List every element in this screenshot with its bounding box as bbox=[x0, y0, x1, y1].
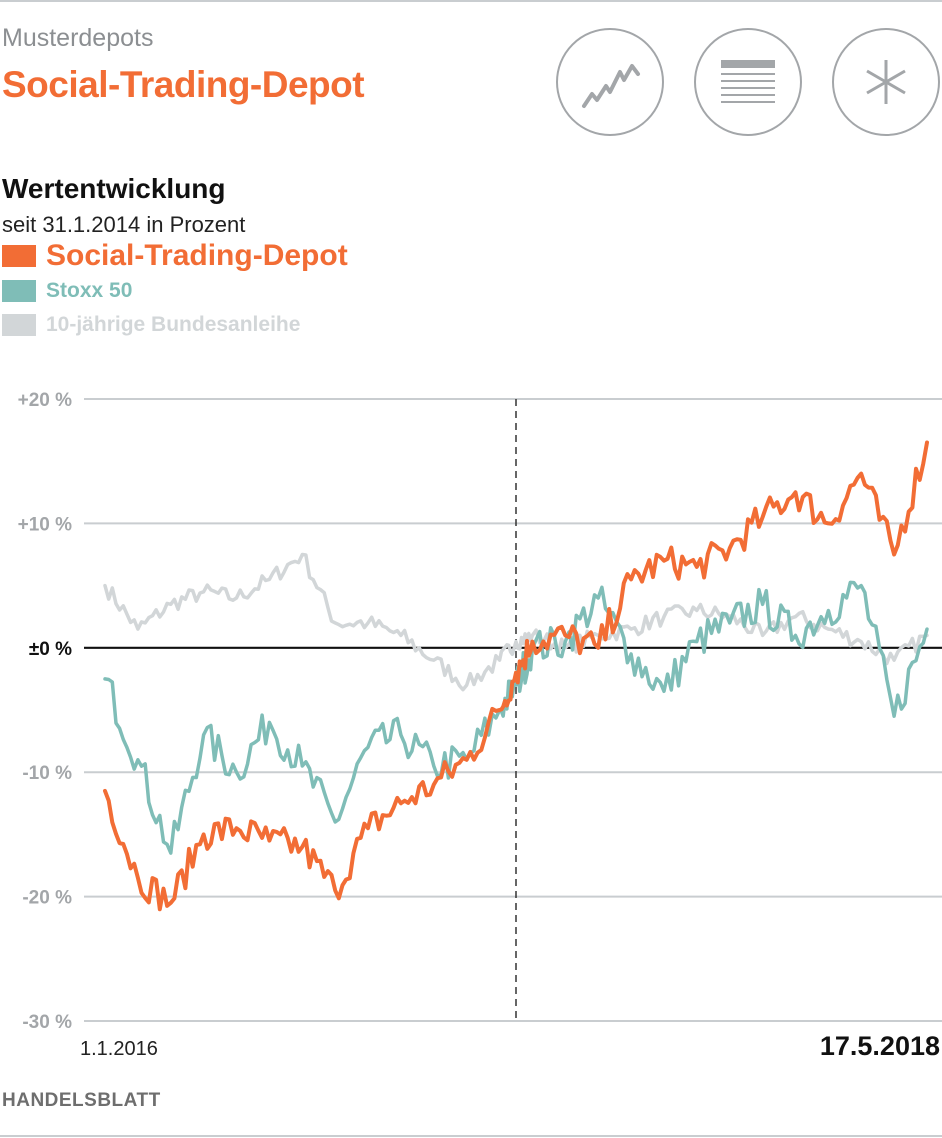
legend-label: Stoxx 50 bbox=[46, 279, 133, 302]
chart-title: Wertentwicklung bbox=[2, 173, 226, 204]
x-start-label: 1.1.2016 bbox=[80, 1038, 158, 1060]
legend-label: 10-jährige Bundesanleihe bbox=[46, 313, 301, 336]
legend-item-stoxx: Stoxx 50 bbox=[2, 277, 132, 305]
source-label: HANDELSBLATT bbox=[2, 1090, 161, 1111]
performance-chart: +20 % +10 % ±0 % -10 % -20 % -30 % 1.1.2016 17.… bbox=[18, 390, 942, 1061]
y-tick-label: ±0 % bbox=[29, 639, 72, 660]
asterisk-icon bbox=[866, 60, 906, 104]
top-divider bbox=[0, 0, 942, 2]
page-title: Social-Trading-Depot bbox=[2, 64, 365, 105]
chart-view-button[interactable] bbox=[556, 28, 664, 136]
category-label: Musterdepots bbox=[2, 24, 154, 52]
series-line-depot bbox=[103, 440, 929, 912]
y-tick-label: +20 % bbox=[18, 390, 73, 411]
y-tick-label: -30 % bbox=[22, 1012, 72, 1033]
list-icon bbox=[721, 60, 775, 103]
series-line-stoxx bbox=[103, 580, 929, 855]
y-tick-label: -10 % bbox=[22, 763, 72, 784]
bottom-divider bbox=[0, 1135, 942, 1137]
line-chart-icon bbox=[582, 64, 640, 108]
y-tick-label: +10 % bbox=[18, 514, 73, 535]
info-button[interactable] bbox=[832, 28, 940, 136]
legend-swatch bbox=[2, 280, 36, 302]
legend-item-depot: Social-Trading-Depot bbox=[2, 239, 348, 272]
x-end-label: 17.5.2018 bbox=[820, 1031, 940, 1061]
chart-subtitle: seit 31.1.2014 in Prozent bbox=[2, 212, 246, 237]
table-view-button[interactable] bbox=[694, 28, 802, 136]
legend-item-bund: 10-jährige Bundesanleihe bbox=[2, 311, 300, 339]
legend-swatch bbox=[2, 314, 36, 336]
legend-swatch bbox=[2, 245, 36, 267]
series-line-bund bbox=[103, 552, 929, 692]
legend-label: Social-Trading-Depot bbox=[46, 239, 348, 272]
y-tick-label: -20 % bbox=[22, 888, 72, 909]
